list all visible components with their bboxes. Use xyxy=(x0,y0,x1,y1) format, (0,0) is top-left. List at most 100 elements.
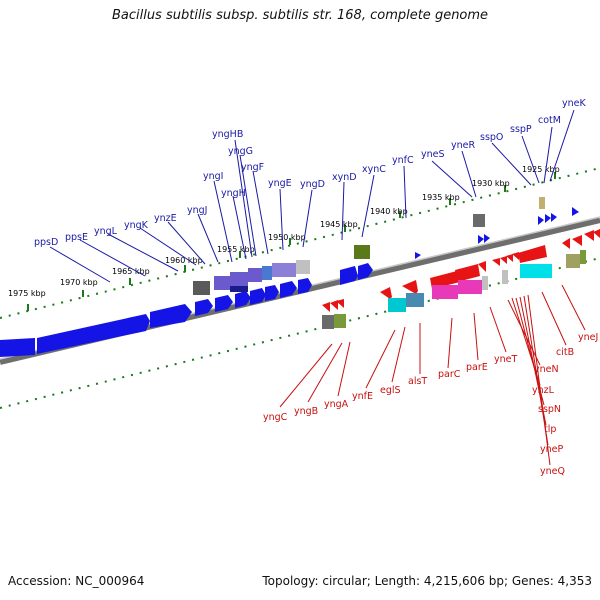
feature-box[interactable] xyxy=(334,314,346,328)
map-title: Bacillus subtilis subsp. subtilis str. 1… xyxy=(111,8,489,23)
scale-label: 1965 kbp xyxy=(112,267,150,276)
feature-box[interactable] xyxy=(230,272,248,286)
gene-label-yngL: yngL xyxy=(94,226,118,237)
gene-arrow-yngA[interactable] xyxy=(336,299,344,308)
gene-arrow-ynzE[interactable] xyxy=(215,295,233,312)
gene-label-ynzL: ynzL xyxy=(532,385,555,396)
gene-arrow-yneP[interactable] xyxy=(584,230,594,241)
gene-arrow-yneJ[interactable] xyxy=(572,235,582,246)
feature-box[interactable] xyxy=(296,260,310,274)
gene-label-parC: parC xyxy=(438,369,461,380)
gene-label-yngI: yngI xyxy=(203,171,223,182)
scale-label: 1955 kbp xyxy=(217,245,255,254)
gene-label-yngG: yngG xyxy=(228,146,253,157)
feature-box[interactable] xyxy=(214,276,230,290)
gene-arrow-eglS[interactable] xyxy=(402,280,418,294)
feature-box[interactable] xyxy=(322,315,334,329)
gene-arrow-yneS[interactable] xyxy=(478,235,484,244)
gene-arrow-sspP[interactable] xyxy=(545,214,551,223)
reverse-leader-lines xyxy=(279,284,586,466)
gene-arrow-yneK[interactable] xyxy=(572,207,579,216)
scale-label: 1975 kbp xyxy=(8,289,46,298)
feature-box[interactable] xyxy=(193,281,210,295)
gene-label-yneP: yneP xyxy=(540,444,563,455)
feature-box[interactable] xyxy=(482,276,488,290)
scale-label: 1930 kbp xyxy=(472,179,510,188)
feature-box[interactable] xyxy=(566,254,580,268)
gene-arrow-yneT[interactable] xyxy=(492,258,500,266)
gene-arrow-yngJ[interactable] xyxy=(235,291,251,308)
gene-arrow-yneN[interactable] xyxy=(500,256,507,264)
gene-arrow-yngHB[interactable] xyxy=(265,285,279,301)
gene-label-eglS: eglS xyxy=(380,385,401,396)
gene-arrow-xynC[interactable] xyxy=(358,263,373,280)
gene-arrow-yneQ[interactable] xyxy=(593,229,600,238)
feature-box[interactable] xyxy=(230,286,248,292)
gene-arrow-parC[interactable] xyxy=(455,264,480,282)
feature-box[interactable] xyxy=(539,197,545,209)
forward-leader-lines xyxy=(49,109,575,283)
scale-label: 1960 kbp xyxy=(165,256,203,265)
gene-label-sspO: sspO xyxy=(480,132,503,143)
gene-arrow-cotM[interactable] xyxy=(551,213,557,222)
gene-arrow-yngC[interactable] xyxy=(322,302,330,312)
gene-label-ynfC: ynfC xyxy=(392,155,414,166)
gene-label-tlp: tlp xyxy=(544,424,556,435)
feature-box[interactable] xyxy=(520,264,552,278)
feature-box[interactable] xyxy=(502,270,508,284)
scale-label: 1940 kbp xyxy=(370,207,408,216)
gene-arrow-yngI[interactable] xyxy=(250,288,266,305)
gene-arrow-citB[interactable] xyxy=(562,238,570,249)
gene-arrow-yneR[interactable] xyxy=(484,234,490,243)
gene-arrow-tlp[interactable] xyxy=(518,245,547,263)
gene-label-xynC: xynC xyxy=(362,164,386,175)
feature-box[interactable] xyxy=(388,298,406,312)
gene-label-yngF: yngF xyxy=(241,162,264,173)
gene-label-yngA: yngA xyxy=(324,399,349,410)
gene-label-ynfE: ynfE xyxy=(352,391,373,402)
gene-label-yneJ: yneJ xyxy=(578,332,598,343)
scale-labels: 1975 kbp 1970 kbp 1965 kbp 1960 kbp 1955… xyxy=(8,165,560,298)
gene-label-sspP: sspP xyxy=(510,124,532,135)
feature-box[interactable] xyxy=(272,263,296,277)
feature-box[interactable] xyxy=(354,245,370,259)
gene-arrow-xynD[interactable] xyxy=(340,266,358,285)
gene-arrow-ynfE[interactable] xyxy=(380,287,392,299)
feature-box[interactable] xyxy=(580,250,586,264)
gene-label-yneR: yneR xyxy=(451,140,475,151)
gene-arrow-yngK[interactable] xyxy=(195,299,213,316)
forward-gene-features[interactable] xyxy=(0,197,579,357)
gene-label-ppsD: ppsD xyxy=(34,237,58,248)
gene-label-yneQ: yneQ xyxy=(540,466,565,477)
gene-label-ppsE: ppsE xyxy=(65,232,88,243)
gene-arrow-yngL[interactable] xyxy=(150,304,192,328)
gene-arrow-ppsD[interactable] xyxy=(0,338,35,357)
gene-label-parE: parE xyxy=(466,362,488,373)
gene-label-alsT: alsT xyxy=(408,376,427,387)
gene-arrow-yngH[interactable] xyxy=(280,281,297,298)
gene-label-ynzE: ynzE xyxy=(154,213,177,224)
scale-label: 1945 kbp xyxy=(320,220,358,229)
gene-arrow-parE[interactable] xyxy=(478,261,486,272)
gene-arrow-alsT[interactable] xyxy=(430,271,460,289)
gene-arrow-sspO[interactable] xyxy=(538,216,544,225)
accession-text: Accession: NC_000964 xyxy=(8,574,145,588)
gene-arrow-yngB[interactable] xyxy=(330,300,338,310)
gene-label-xynD: xynD xyxy=(332,172,357,183)
gene-label-yngK: yngK xyxy=(124,220,149,231)
feature-box[interactable] xyxy=(262,266,272,280)
gene-arrow-sspN[interactable] xyxy=(512,252,519,260)
gene-arrow-ynzL[interactable] xyxy=(506,254,513,262)
reverse-gene-features[interactable] xyxy=(322,229,600,329)
feature-box[interactable] xyxy=(248,268,262,282)
gene-arrow-ppsE[interactable] xyxy=(37,314,150,354)
gene-label-yngB: yngB xyxy=(294,406,318,417)
feature-box[interactable] xyxy=(406,293,424,307)
gene-arrow-yngG[interactable] xyxy=(298,278,312,294)
feature-box[interactable] xyxy=(473,214,485,227)
gene-arrow-ynfC[interactable] xyxy=(415,252,421,259)
reverse-gene-labels: yngC yngB yngA ynfE eglS alsT parC parE … xyxy=(263,332,598,477)
feature-box[interactable] xyxy=(458,280,482,294)
feature-box[interactable] xyxy=(432,285,458,299)
